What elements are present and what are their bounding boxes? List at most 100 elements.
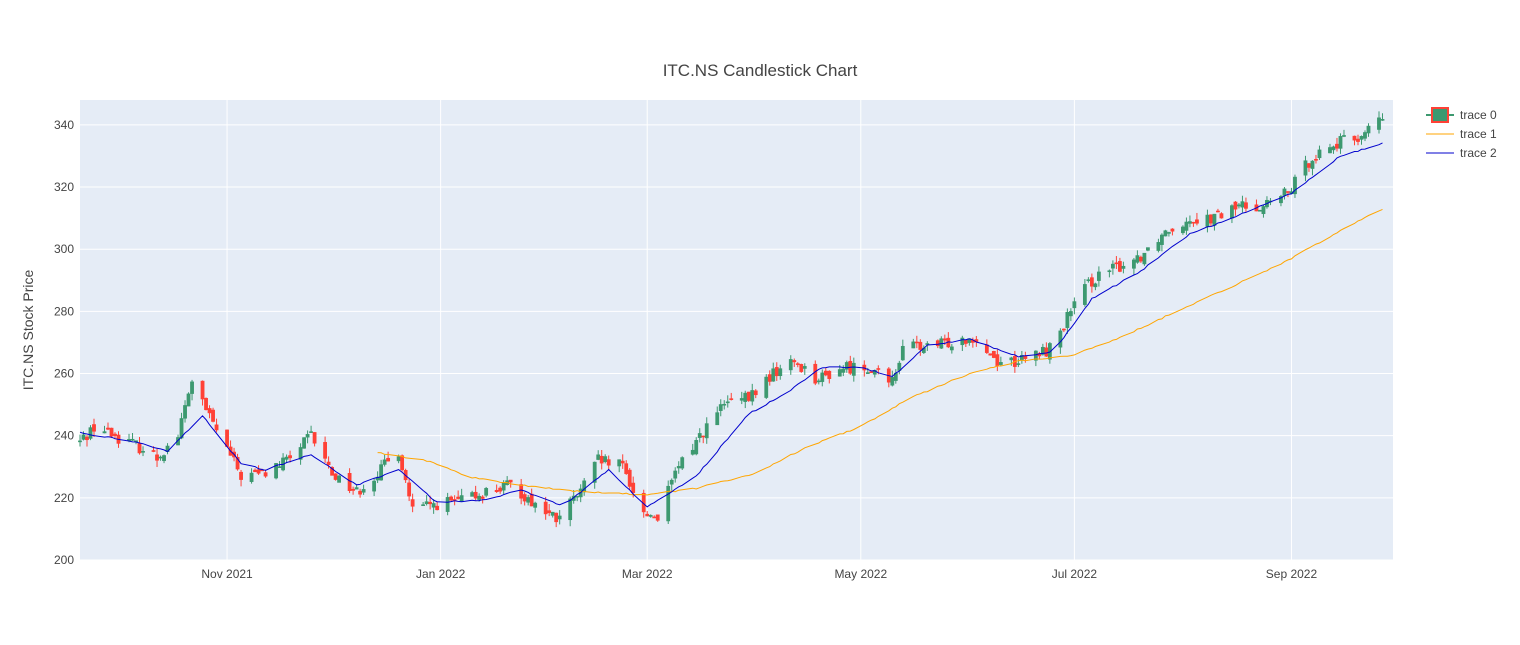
candle-body (351, 488, 356, 491)
candle-body (1380, 119, 1385, 121)
candle-body (645, 513, 650, 517)
candle-body (109, 427, 114, 437)
candle-body (1110, 263, 1115, 269)
candle-body (1359, 136, 1364, 140)
candle-body (1233, 201, 1238, 210)
candle-body (333, 473, 338, 480)
candle-body (88, 427, 93, 439)
candle-body (298, 447, 303, 460)
candle-body (669, 479, 674, 485)
candle-body (1117, 261, 1122, 272)
candle-body (284, 456, 289, 460)
candle-body (606, 459, 611, 466)
candle-body (85, 436, 89, 441)
candle-body (890, 377, 895, 386)
x-tick-label: Jan 2022 (416, 567, 466, 581)
candle-body (1058, 330, 1063, 348)
candle-body (1261, 206, 1266, 215)
candle-body (596, 454, 601, 460)
candle-body (1139, 256, 1143, 262)
candle-body (543, 501, 548, 515)
y-tick-label: 220 (54, 491, 74, 505)
candle-body (995, 354, 1000, 367)
candle-body (1195, 219, 1199, 224)
candle-body (767, 374, 772, 382)
candle-body (802, 366, 807, 369)
legend-item-trace-2[interactable]: trace 2 (1426, 146, 1497, 160)
candle-body (1142, 252, 1147, 265)
candle-body (1282, 188, 1287, 196)
candle-body (382, 459, 387, 465)
candle-body (648, 515, 653, 517)
candle-body (1089, 277, 1094, 287)
candle-body (620, 460, 625, 464)
candle-body (337, 475, 341, 483)
candle-body (410, 499, 415, 507)
candle-body (837, 369, 842, 377)
candle-body (428, 501, 433, 505)
candle-body (1328, 147, 1332, 154)
candle-body (372, 480, 377, 492)
candle-body (1156, 242, 1161, 251)
candle-body (1065, 311, 1070, 328)
candle-body (750, 390, 755, 402)
candle-body (312, 432, 317, 444)
candle-body (627, 469, 632, 487)
candle-body (753, 390, 758, 396)
candle-body (249, 472, 254, 482)
candle-body (991, 350, 996, 358)
x-tick-label: Jul 2022 (1052, 567, 1098, 581)
candle-body (963, 339, 968, 344)
legend-item-trace-0[interactable]: trace 0 (1426, 107, 1497, 123)
candle-body (1082, 284, 1087, 305)
candle-body (704, 423, 709, 439)
candle-body (1093, 283, 1098, 288)
candle-body (400, 455, 405, 471)
candle-body (1219, 213, 1224, 219)
candle-body (827, 370, 832, 379)
candle-body (984, 344, 989, 353)
x-axis-ticks: Nov 2021 Jan 2022 Mar 2022 May 2022 Jul 2022… (201, 567, 1317, 581)
candle-body (631, 482, 636, 494)
candle-body (204, 397, 208, 411)
candle-body (1212, 213, 1217, 226)
candle-body (725, 401, 730, 404)
candle-body (1191, 221, 1196, 224)
candle-body (407, 482, 412, 497)
candle-body (113, 433, 117, 436)
legend: trace 0 trace 1 trace 2 (1426, 107, 1497, 160)
candle-body (162, 455, 166, 462)
candle-body (158, 456, 163, 459)
candle-body (998, 362, 1003, 365)
y-axis-title: ITC.NS Stock Price (20, 270, 36, 391)
candle-body (1061, 328, 1066, 331)
candle-body (484, 488, 489, 496)
candle-body (547, 510, 552, 514)
candle-body (1184, 221, 1189, 231)
candle-body (361, 489, 366, 493)
candle-body (869, 371, 874, 374)
candle-body (1107, 270, 1112, 273)
candle-body (960, 337, 965, 346)
candle-body (477, 495, 482, 500)
legend-label-trace-2: trace 2 (1460, 146, 1497, 160)
candle-body (445, 497, 450, 512)
candle-body (1167, 232, 1171, 234)
candle-body (1366, 125, 1371, 134)
candle-body (1096, 271, 1101, 281)
candle-body (102, 431, 107, 434)
candle-body (1044, 347, 1049, 357)
y-tick-label: 200 (54, 553, 74, 567)
candle-body (680, 457, 685, 469)
candle-body (1205, 214, 1210, 227)
legend-item-trace-1[interactable]: trace 1 (1426, 127, 1497, 141)
candle-body (1230, 205, 1234, 219)
candle-body (1188, 221, 1192, 224)
candle-body (526, 497, 531, 503)
trace-1-line (377, 208, 1383, 496)
candle-body (729, 398, 734, 400)
candle-body (81, 434, 86, 440)
candle-body (494, 489, 499, 492)
candle-body (330, 467, 334, 476)
